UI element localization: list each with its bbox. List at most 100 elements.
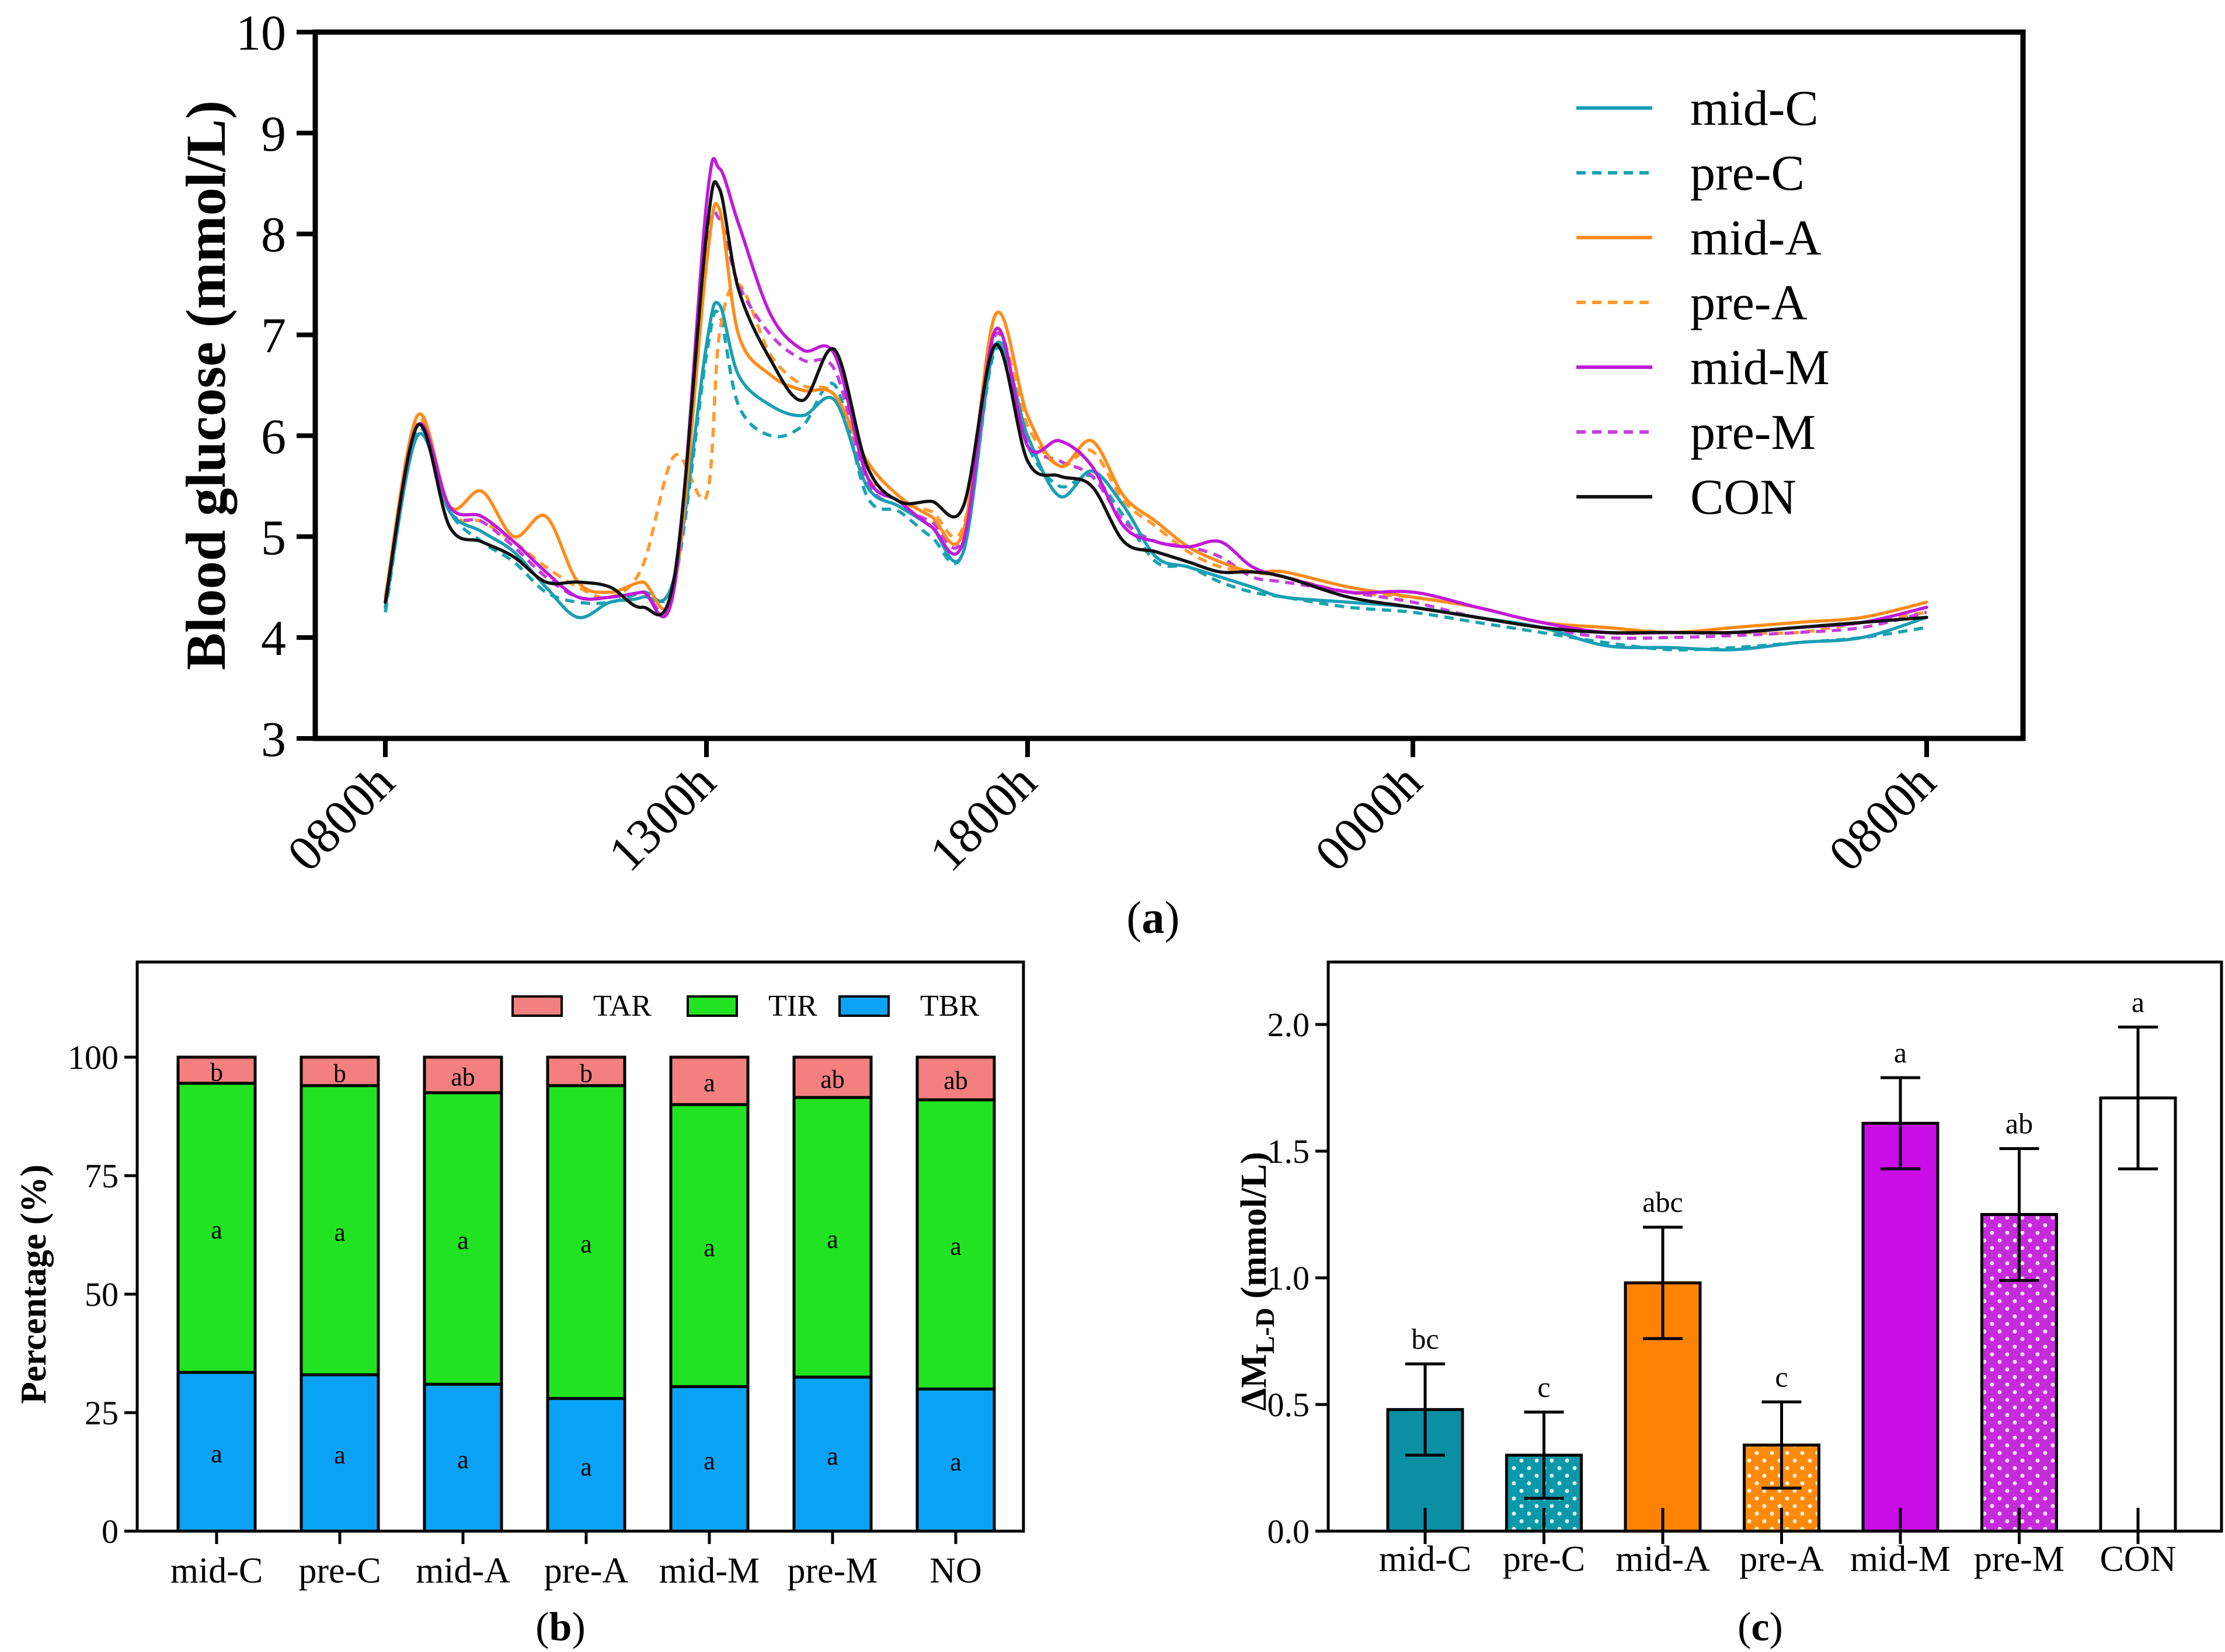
significance-letter-TAR-mid-A: ab bbox=[451, 1062, 475, 1091]
panel-c-ylabel-unit: (mmol/L) bbox=[1234, 1152, 1274, 1308]
y-tick-label: 6 bbox=[261, 408, 286, 464]
x-tick-label: NO bbox=[929, 1551, 982, 1591]
legend-label-pre-A: pre-A bbox=[1690, 274, 1808, 330]
x-tick-label: mid-A bbox=[416, 1551, 510, 1591]
y-tick-label: 3 bbox=[261, 711, 286, 767]
stacked-bar-TBR-mid-M bbox=[669, 1385, 750, 1533]
series-line-pre-A bbox=[384, 282, 1927, 635]
y-tick-label: 0.5 bbox=[1268, 1386, 1310, 1424]
stacked-bar-TIR-pre-C bbox=[300, 1084, 380, 1376]
series-line-CON bbox=[384, 180, 1928, 635]
panel-c-ylabel-sub: L-D bbox=[1250, 1308, 1280, 1354]
panel-c-caption: (c) bbox=[1737, 1605, 1783, 1650]
significance-letter-TAR-pre-M: ab bbox=[820, 1065, 845, 1094]
significance-letter-TIR-mid-M: a bbox=[704, 1233, 715, 1262]
y-tick-label: 1.5 bbox=[1268, 1132, 1310, 1170]
stacked-bar-TBR-pre-M bbox=[792, 1375, 873, 1533]
significance-letter-TAR-mid-C: b bbox=[210, 1058, 223, 1086]
panel-c-caption-letter: c bbox=[1751, 1605, 1769, 1650]
significance-letter-TBR-pre-C: a bbox=[334, 1441, 346, 1469]
y-tick-label: 5 bbox=[261, 509, 286, 565]
x-tick-label: mid-M bbox=[659, 1551, 760, 1591]
significance-letter-TIR-mid-A: a bbox=[457, 1226, 469, 1255]
x-tick-label: 0800h bbox=[1818, 754, 1947, 882]
y-tick-label: 10 bbox=[236, 5, 286, 61]
bar-mid-M bbox=[1861, 1121, 1940, 1533]
panel-a-line-chart: 3 4 5 6 7 8 9 10 0800h 1300h 1800h 0000h 0800h Blood… bbox=[175, 5, 2026, 943]
stacked-bar-TAR-NO bbox=[915, 1055, 996, 1102]
legend-label-mid-C: mid-C bbox=[1690, 80, 1819, 136]
panel-a-caption-letter: a bbox=[1142, 892, 1165, 943]
significance-letter-TIR-mid-C: a bbox=[211, 1215, 222, 1244]
significance-letter-mid-A: abc bbox=[1642, 1186, 1683, 1218]
significance-letter-TIR-pre-C: a bbox=[334, 1218, 346, 1246]
panel-c-ylabel-main: ΔM bbox=[1234, 1354, 1274, 1410]
legend-label-CON: CON bbox=[1690, 469, 1796, 525]
stacked-bar-TAR-pre-M bbox=[792, 1055, 873, 1099]
y-tick-label: 100 bbox=[68, 1038, 119, 1076]
legend-label-mid-A: mid-A bbox=[1690, 210, 1822, 266]
x-tick-label: pre-C bbox=[298, 1551, 381, 1591]
panel-a-legend: mid-C pre-C mid-A pre-A mid-M pre-M CON bbox=[1576, 80, 1830, 525]
stacked-bar-TAR-pre-A bbox=[546, 1055, 626, 1088]
stacked-bar-TAR-mid-A bbox=[423, 1055, 503, 1095]
x-tick-label: pre-M bbox=[1974, 1539, 2064, 1579]
x-tick-label: 0800h bbox=[277, 754, 405, 882]
x-tick-label: CON bbox=[2100, 1539, 2177, 1579]
panel-a-caption: (a) bbox=[1127, 892, 1180, 943]
legend-label-TBR: TBR bbox=[920, 989, 979, 1023]
panel-b-axes: mid-C pre-C mid-A pre-A mid-M pre-M NO 0 25 50 75 1… bbox=[68, 1038, 982, 1591]
significance-letter-mid-M: a bbox=[1894, 1036, 1907, 1069]
x-tick-label: 0000h bbox=[1304, 754, 1433, 882]
panel-c-ylabel: ΔML-D (mmol/L) bbox=[1234, 1152, 1280, 1411]
x-tick-label: mid-A bbox=[1615, 1539, 1710, 1579]
x-tick-label: 1800h bbox=[919, 754, 1047, 882]
legend-swatch-TBR bbox=[838, 995, 890, 1017]
significance-letter-pre-A: c bbox=[1775, 1361, 1788, 1393]
series-line-mid-M bbox=[384, 156, 1928, 635]
legend-swatch-TIR bbox=[687, 995, 738, 1017]
x-tick-label: mid-M bbox=[1850, 1539, 1951, 1579]
significance-letter-TAR-pre-C: b bbox=[333, 1059, 346, 1088]
significance-letter-TBR-mid-A: a bbox=[457, 1445, 469, 1474]
significance-letter-TBR-NO: a bbox=[950, 1448, 962, 1476]
y-tick-label: 25 bbox=[85, 1394, 119, 1432]
significance-letter-mid-C: bc bbox=[1411, 1323, 1439, 1355]
stacked-bar-TBR-mid-C bbox=[176, 1371, 257, 1533]
stacked-bar-TAR-mid-M bbox=[669, 1055, 750, 1106]
x-tick-label: mid-C bbox=[1379, 1539, 1471, 1579]
significance-letter-TIR-pre-A: a bbox=[580, 1230, 592, 1259]
x-tick-label: 1300h bbox=[598, 754, 726, 882]
stacked-bar-TIR-pre-A bbox=[546, 1084, 626, 1400]
stacked-bar-TBR-pre-C bbox=[300, 1373, 380, 1533]
panel-b-ylabel: Percentage (%) bbox=[14, 1165, 54, 1404]
y-tick-label: 2.0 bbox=[1268, 1006, 1310, 1044]
significance-letter-TBR-mid-M: a bbox=[704, 1447, 715, 1475]
panel-c-bar-chart: bc c abc c a ab a mid-C pre-C mid-A pre-A mid-M pre… bbox=[1234, 960, 2223, 1650]
significance-letter-TAR-NO: ab bbox=[943, 1067, 968, 1095]
panel-a-ylabel: Blood glucose (mmol/L) bbox=[175, 100, 237, 670]
x-tick-label: mid-C bbox=[170, 1551, 263, 1591]
x-tick-label: pre-A bbox=[544, 1551, 629, 1591]
y-tick-label: 9 bbox=[261, 106, 286, 162]
legend-label-mid-M: mid-M bbox=[1690, 339, 1830, 395]
stacked-bar-TIR-NO bbox=[915, 1098, 996, 1390]
series-line-pre-M bbox=[384, 210, 1927, 640]
legend-swatch-TAR bbox=[511, 995, 563, 1017]
significance-letter-TAR-mid-M: a bbox=[704, 1069, 715, 1097]
panel-b-caption-letter: b bbox=[549, 1605, 572, 1650]
significance-letter-TBR-pre-M: a bbox=[827, 1442, 838, 1470]
y-tick-label: 4 bbox=[261, 610, 286, 666]
y-tick-label: 1.0 bbox=[1268, 1259, 1310, 1297]
significance-letter-pre-C: c bbox=[1537, 1371, 1550, 1403]
stacked-bar-TAR-pre-C bbox=[300, 1055, 380, 1088]
significance-letter-TAR-pre-A: b bbox=[580, 1059, 593, 1088]
panel-a-plot-frame bbox=[312, 29, 2026, 741]
x-tick-label: pre-C bbox=[1503, 1539, 1585, 1579]
y-tick-label: 75 bbox=[85, 1157, 119, 1195]
y-tick-label: 0 bbox=[102, 1512, 119, 1550]
significance-letter-CON: a bbox=[2132, 985, 2144, 1018]
panel-c-bars: bc c abc c a ab a bbox=[1386, 985, 2177, 1533]
